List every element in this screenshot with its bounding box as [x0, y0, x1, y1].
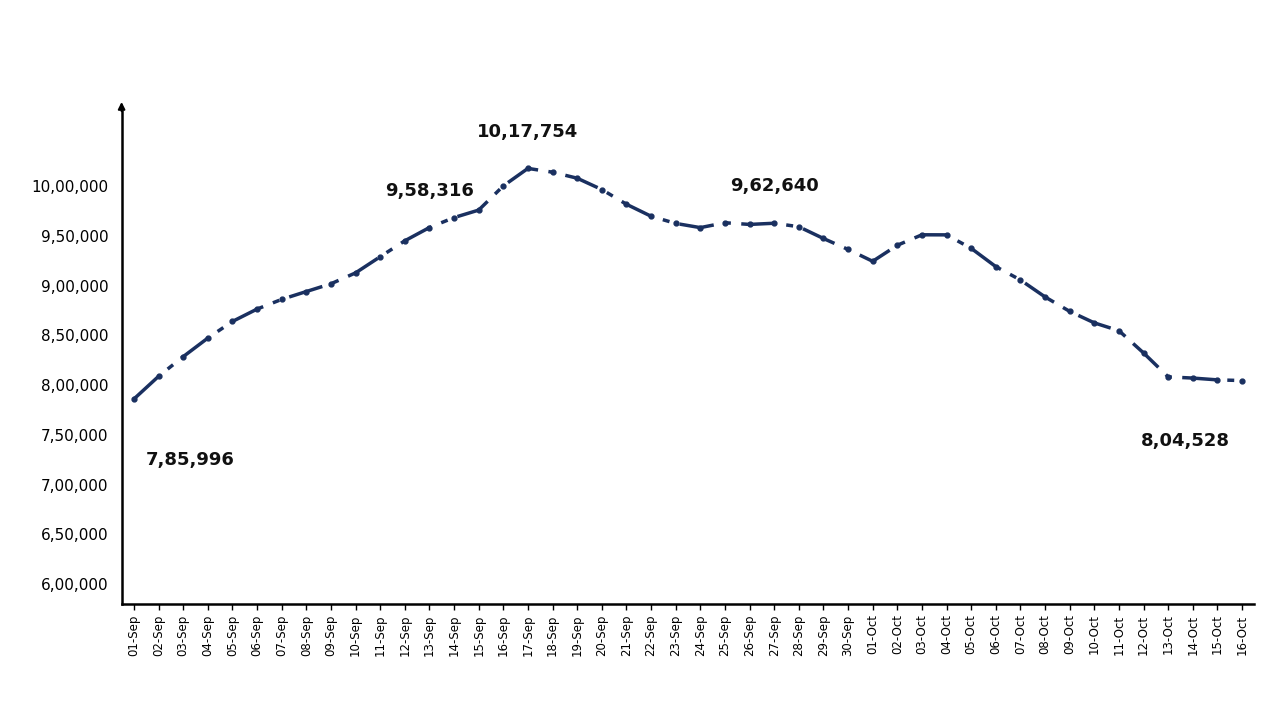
Text: 10,17,754: 10,17,754 — [477, 122, 579, 140]
Text: 9,62,640: 9,62,640 — [730, 178, 819, 196]
Text: 8,04,528: 8,04,528 — [1140, 432, 1230, 450]
Text: 9,58,316: 9,58,316 — [385, 182, 474, 200]
Text: Active cases continue to decline, now below 8 lakhs: Active cases continue to decline, now be… — [99, 27, 1181, 64]
Text: 7,85,996: 7,85,996 — [146, 451, 236, 469]
